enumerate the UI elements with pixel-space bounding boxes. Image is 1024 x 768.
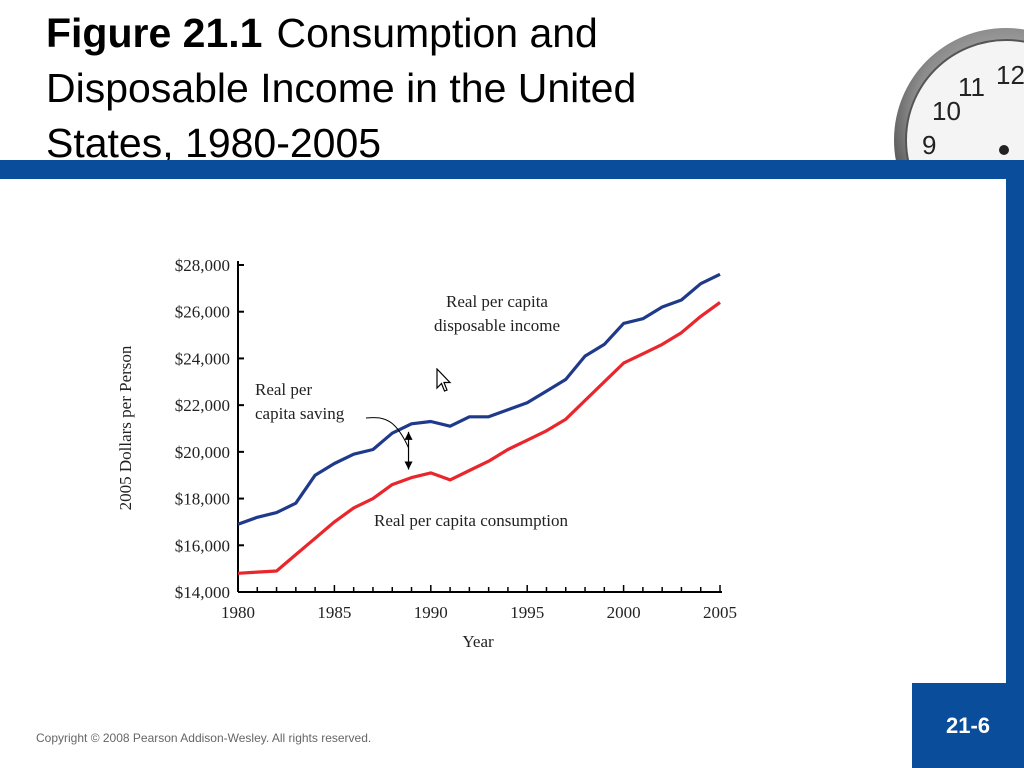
y-axis: $14,000 $16,000 $18,000 $20,000 $22,000 $24,0… [175, 256, 244, 602]
annotation-disposable-income: disposable income [434, 316, 560, 335]
page-number-box: 21-6 [912, 683, 1024, 768]
y-tick-label: $20,000 [175, 443, 230, 462]
x-tick-label: 2005 [703, 603, 737, 622]
y-tick-label: $14,000 [175, 583, 230, 602]
mouse-cursor-icon [436, 368, 452, 392]
x-tick-label: 1995 [510, 603, 544, 622]
page-number: 21-6 [945, 712, 991, 738]
copyright-text: Copyright © 2008 Pearson Addison-Wesley.… [36, 731, 372, 745]
y-tick-label: $22,000 [175, 396, 230, 415]
chart-annotations: Real per capita disposable income Real per… [255, 292, 569, 530]
clock-face [905, 39, 1024, 162]
x-tick-label: 1990 [414, 603, 448, 622]
x-axis-label: Year [462, 632, 494, 651]
y-tick-label: $26,000 [175, 303, 230, 322]
clock-hand-hub [999, 145, 1009, 155]
line-chart: $14,000 $16,000 $18,000 $20,000 $22,000 $24,0… [116, 256, 737, 651]
y-axis-label: 2005 Dollars per Person [116, 345, 135, 510]
x-tick-label: 1980 [221, 603, 255, 622]
y-tick-label: $28,000 [175, 256, 230, 275]
income-series-line [237, 272, 721, 526]
saving-arrow-head-up [404, 431, 413, 440]
x-axis: 1980 1985 1990 1995 2000 2005 [221, 585, 737, 622]
annotation-consumption: Real per capita consumption [374, 511, 569, 530]
clock-numeral-12: 12 [996, 60, 1024, 90]
clock-numeral-9: 9 [922, 130, 936, 160]
x-tick-label: 2000 [607, 603, 641, 622]
saving-arrow-head-down [404, 461, 413, 470]
annotation-disposable-income: Real per capita [446, 292, 548, 311]
y-tick-label: $18,000 [175, 490, 230, 509]
y-tick-label: $16,000 [175, 536, 230, 555]
clock-image: 12 11 10 9 [888, 20, 1024, 162]
annotation-saving: Real per [255, 380, 312, 399]
figure-number: Figure 21.1 [46, 10, 263, 56]
chart-series [237, 272, 721, 575]
clock-numeral-11: 11 [958, 72, 985, 102]
annotation-saving: capita saving [255, 404, 345, 423]
header-blue-bar [0, 160, 1024, 179]
x-tick-label: 1985 [317, 603, 351, 622]
right-blue-bar [1006, 179, 1024, 768]
slide-title: Figure 21.1 Consumption and Disposable In… [46, 6, 746, 171]
clock-numeral-10: 10 [932, 96, 961, 126]
figure-caption: Consumption and Disposable Income in the… [46, 10, 637, 166]
saving-leader-line [365, 417, 409, 449]
y-tick-label: $24,000 [175, 349, 230, 368]
consumption-series-line [237, 301, 721, 575]
